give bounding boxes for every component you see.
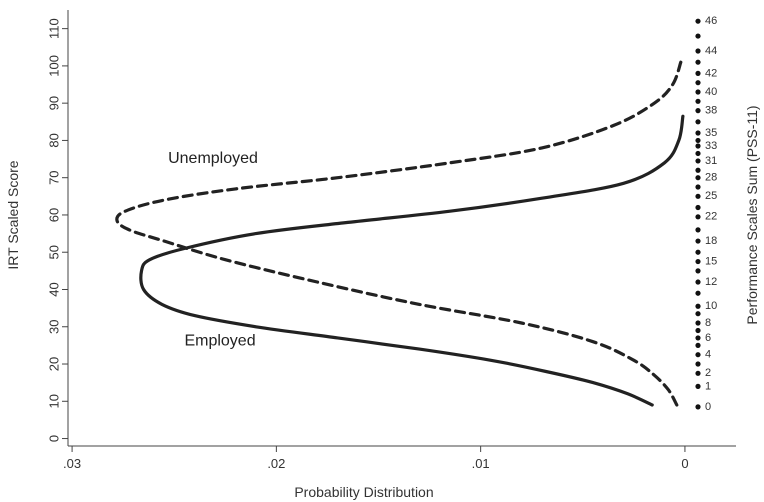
x-tick-label: .01 <box>472 456 490 471</box>
pss-label: 8 <box>705 317 711 329</box>
pss-dot <box>695 327 701 334</box>
pss-label: 15 <box>705 255 717 267</box>
pss-dot <box>695 80 701 86</box>
pss-dot <box>695 98 701 104</box>
y-tick-label: 30 <box>46 320 61 334</box>
pss-label: 31 <box>705 155 717 167</box>
pss-dot <box>695 361 701 367</box>
pss-dot <box>695 143 701 149</box>
pss-dot <box>695 137 701 144</box>
y-tick-label: 70 <box>46 170 61 184</box>
pss-dot <box>695 108 701 114</box>
pss-dot <box>695 238 701 244</box>
pss-label: 6 <box>705 332 711 344</box>
series-line-employed <box>139 114 685 407</box>
pss-label: 4 <box>705 349 711 361</box>
y-tick-label: 10 <box>46 394 61 408</box>
pss-label: 25 <box>705 190 717 202</box>
pss-dot <box>695 342 701 348</box>
x-axis-title: Probability Distribution <box>294 484 433 500</box>
pss-dot <box>695 227 701 233</box>
pss-label: 2 <box>705 367 711 379</box>
pss-label: 0 <box>705 401 711 413</box>
pss-dot <box>695 352 701 358</box>
y-tick-label: 80 <box>46 133 61 147</box>
pss-dot <box>695 370 701 376</box>
right-axis-title: Performance Scales Sum (PSS-11) <box>744 105 760 324</box>
pss-dot <box>695 404 701 410</box>
pss-dot <box>695 249 701 255</box>
x-tick-label: .03 <box>63 456 81 471</box>
pss-dot <box>695 303 701 309</box>
pss-label: 33 <box>705 140 717 152</box>
pss-label: 22 <box>705 211 717 223</box>
pss-dot <box>695 184 701 190</box>
pss-dot <box>695 335 701 341</box>
y-tick-label: 40 <box>46 282 61 296</box>
y-tick-label: 110 <box>46 18 61 39</box>
pss-dot <box>695 18 701 24</box>
annotation-unemployed: Unemployed <box>168 150 258 167</box>
pss-dot <box>695 204 701 211</box>
pss-dot <box>695 383 701 389</box>
pss-dot <box>695 175 701 181</box>
pss-dot <box>695 130 701 136</box>
x-tick-label: .02 <box>267 456 285 471</box>
pss-dot <box>695 89 701 95</box>
pss-label: 18 <box>705 235 717 247</box>
pss-dot <box>695 59 701 65</box>
pss-label: 10 <box>705 300 717 312</box>
annotation-employed: Employed <box>184 332 255 349</box>
pss-dot <box>695 214 701 220</box>
pss-dot <box>695 279 701 285</box>
pss-label: 40 <box>705 86 717 98</box>
pss-dot <box>695 268 701 274</box>
y-tick-label: 100 <box>46 55 61 77</box>
pss-dot <box>695 119 701 125</box>
pss-dot <box>695 158 701 164</box>
x-tick-label: 0 <box>681 456 688 471</box>
series-line-unemployed <box>115 60 683 407</box>
y-tick-label: 90 <box>46 96 61 110</box>
pss-label: 28 <box>705 172 717 184</box>
pss-label: 12 <box>705 276 717 288</box>
pss-dot <box>695 320 701 326</box>
y-axis-title: IRT Scaled Score <box>5 160 21 269</box>
pss-dot <box>695 311 701 317</box>
pss-label: 44 <box>705 45 717 57</box>
pss-dot <box>695 193 701 199</box>
pss-label: 42 <box>705 67 717 79</box>
pss-dot <box>695 48 701 54</box>
y-tick-label: 0 <box>46 435 61 442</box>
y-tick-label: 50 <box>46 245 61 259</box>
pss-dot <box>695 290 701 296</box>
pss-dot <box>695 33 701 39</box>
pss-dot <box>695 70 701 76</box>
pss-label: 1 <box>705 380 711 392</box>
pss-label: 38 <box>705 105 717 117</box>
y-tick-label: 20 <box>46 357 61 371</box>
pss-label: 35 <box>705 127 717 139</box>
pss-dot <box>695 167 701 173</box>
pss-label: 46 <box>705 15 717 27</box>
axis-titles: Probability Distribution IRT Scaled Scor… <box>5 105 760 500</box>
pss-dot <box>695 258 701 265</box>
y-tick-label: 60 <box>46 208 61 222</box>
pss-dot <box>695 150 701 157</box>
plot-area: Unemployed Employed <box>115 60 685 407</box>
